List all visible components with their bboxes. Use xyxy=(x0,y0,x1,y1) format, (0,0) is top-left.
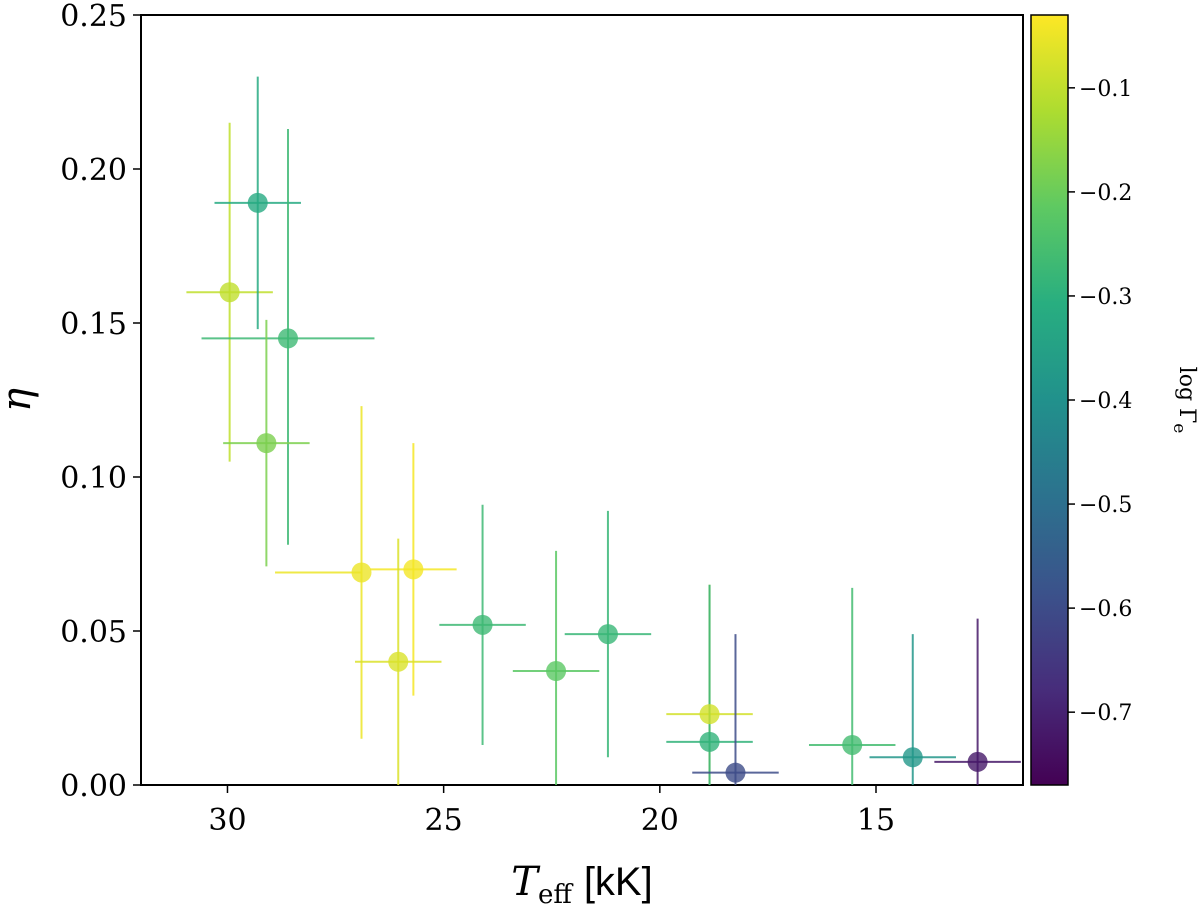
colorbar-tick-label: −0.1 xyxy=(1079,77,1132,102)
data-point xyxy=(278,328,298,349)
data-markers xyxy=(219,192,988,783)
x-axis-ticks: 30 25 20 15 xyxy=(208,785,895,838)
data-point xyxy=(842,734,863,755)
colorbar-tick-label: −0.5 xyxy=(1079,493,1132,518)
y-tick-label: 0.10 xyxy=(60,461,127,496)
data-point xyxy=(699,704,720,725)
y-tick-label: 0.20 xyxy=(60,153,127,188)
y-tick-label: 0.15 xyxy=(60,307,127,342)
colorbar-tick-label: −0.4 xyxy=(1079,389,1132,414)
data-point xyxy=(219,282,240,303)
colorbar xyxy=(1030,14,1069,786)
data-point xyxy=(546,661,567,682)
data-point xyxy=(699,731,720,752)
y-axis-title: η xyxy=(0,388,40,412)
x-axis-title: Teff [kK] xyxy=(511,859,652,907)
x-tick-label: 15 xyxy=(857,803,895,838)
x-tick-label: 30 xyxy=(208,803,246,838)
data-point xyxy=(247,192,268,213)
data-point xyxy=(472,614,493,635)
colorbar-tick-label: −0.2 xyxy=(1079,181,1132,206)
data-point xyxy=(967,751,988,772)
x-tick-label: 25 xyxy=(425,803,463,838)
data-point xyxy=(902,747,923,768)
y-tick-label: 0.00 xyxy=(60,769,127,804)
colorbar-tick-label: −0.6 xyxy=(1079,597,1132,622)
data-point xyxy=(388,651,409,672)
y-tick-label: 0.05 xyxy=(60,615,127,650)
data-point xyxy=(725,762,746,783)
data-point xyxy=(597,624,618,645)
colorbar-tick-label: −0.3 xyxy=(1079,285,1132,310)
x-tick-label: 20 xyxy=(641,803,679,838)
error-bars xyxy=(186,76,1021,785)
y-axis-ticks: 0.00 0.05 0.10 0.15 0.20 0.25 xyxy=(60,0,141,804)
colorbar-title: log Γe xyxy=(1169,367,1199,434)
colorbar-ticks: −0.1 −0.2 −0.3 −0.4 −0.5 −0.6 −0.7 xyxy=(1068,77,1132,726)
data-point xyxy=(256,433,277,454)
y-tick-label: 0.25 xyxy=(60,0,127,34)
data-point xyxy=(403,559,424,580)
colorbar-tick-label: −0.7 xyxy=(1079,701,1132,726)
data-point xyxy=(351,562,372,583)
plot-area-frame xyxy=(140,14,1024,786)
